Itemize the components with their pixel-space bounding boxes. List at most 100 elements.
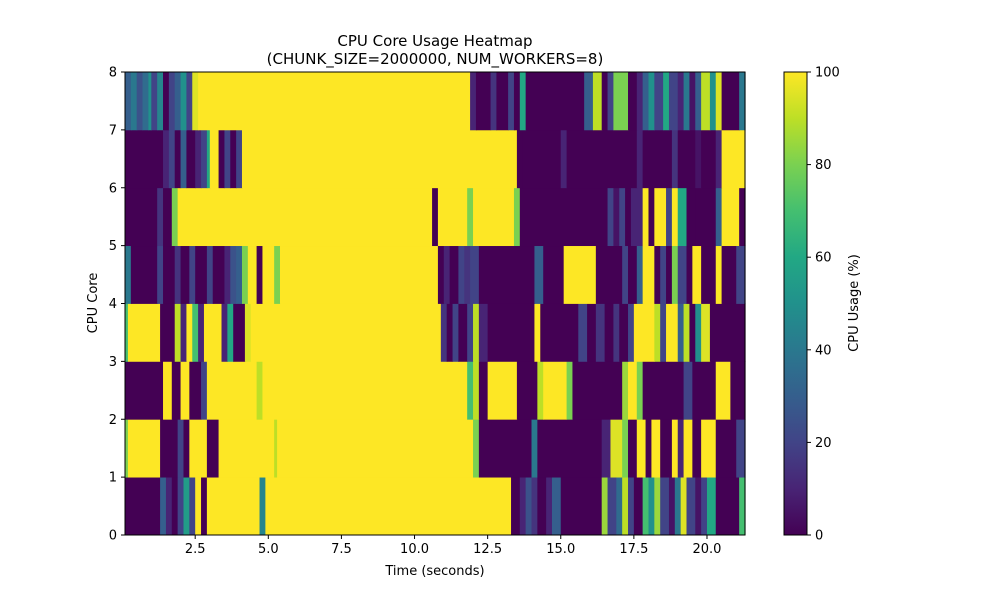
heatmap-cell-core-7 <box>130 72 138 131</box>
heatmap-cell-core-4 <box>470 245 480 304</box>
heatmap-cell-core-6 <box>218 129 226 189</box>
heatmap-cell-core-7 <box>715 72 723 131</box>
y-tick-label: 4 <box>109 297 117 312</box>
heatmap-cell-core-6 <box>715 129 723 189</box>
heatmap-cell-core-6 <box>516 129 524 189</box>
heatmap-cell-core-0 <box>642 477 650 536</box>
heatmap-cell-core-1 <box>671 419 679 478</box>
heatmap-cell-core-1 <box>473 419 480 478</box>
heatmap-cell-core-3 <box>198 303 205 362</box>
heatmap-cell-core-7 <box>151 72 158 131</box>
heatmap-cell-core-4 <box>636 245 644 304</box>
heatmap-cell-core-4 <box>622 245 629 304</box>
heatmap-cell-core-0 <box>171 477 179 536</box>
heatmap-cell-core-0 <box>706 477 717 536</box>
colorbar-label: CPU Usage (%) <box>847 254 862 352</box>
heatmap-cell-core-6 <box>721 129 746 189</box>
heatmap-cell-core-0 <box>560 477 603 536</box>
heatmap-cell-core-7 <box>125 72 132 131</box>
heatmap-cell-core-1 <box>201 419 208 478</box>
heatmap-cell-core-0 <box>633 477 644 536</box>
heatmap-cell-core-3 <box>221 303 228 362</box>
heatmap-cell-core-3 <box>467 303 474 362</box>
heatmap-cell-core-5 <box>513 187 521 247</box>
heatmap-cell-core-3 <box>578 303 588 362</box>
x-tick-label: 7.5 <box>331 542 352 557</box>
heatmap-cell-core-0 <box>189 477 196 536</box>
heatmap-cell-core-3 <box>695 303 702 362</box>
heatmap-cell-core-3 <box>160 303 176 362</box>
y-tick-label: 7 <box>109 123 117 138</box>
heatmap-cell-core-4 <box>212 245 226 304</box>
heatmap-cell-core-7 <box>525 72 585 131</box>
heatmap-cell-core-5 <box>437 187 468 247</box>
heatmap-cell-core-6 <box>125 129 164 189</box>
heatmap-cell-core-2 <box>206 361 258 420</box>
heatmap-cell-core-1 <box>274 419 278 478</box>
heatmap-cell-core-6 <box>241 129 512 189</box>
heatmap-cell-core-0 <box>160 477 167 536</box>
heatmap-cell-core-4 <box>189 245 196 304</box>
heatmap-cell-core-0 <box>546 477 553 536</box>
heatmap-cell-core-7 <box>192 72 199 131</box>
chart-subtitle: (CHUNK_SIZE=2000000, NUM_WORKERS=8) <box>267 50 604 69</box>
heatmap-cell-core-6 <box>180 129 188 189</box>
heatmap-cell-core-2 <box>683 361 693 420</box>
heatmap-cell-core-7 <box>496 72 509 131</box>
heatmap-cell-core-5 <box>695 187 717 247</box>
heatmap-cell-core-4 <box>206 245 214 304</box>
heatmap-cell-core-4 <box>443 245 451 304</box>
heatmap-cell-core-1 <box>277 419 474 478</box>
heatmap-cell-core-2 <box>715 361 731 420</box>
heatmap-cell-core-0 <box>195 477 202 536</box>
heatmap-cell-core-5 <box>648 187 655 247</box>
heatmap-cell-core-3 <box>613 303 620 362</box>
heatmap-cell-core-0 <box>551 477 562 536</box>
heatmap-cell-core-4 <box>701 245 717 304</box>
heatmap-cell-core-3 <box>192 303 199 362</box>
heatmap-cell-core-0 <box>695 477 702 536</box>
heatmap-cell-core-4 <box>236 245 243 304</box>
heatmap-cell-core-1 <box>683 419 693 478</box>
heatmap-cell-core-7 <box>654 72 664 131</box>
heatmap-cell-core-0 <box>206 477 261 536</box>
heatmap-cell-core-4 <box>247 245 258 304</box>
x-tick-label: 10.0 <box>400 542 429 557</box>
heatmap-cell-core-2 <box>537 361 544 420</box>
heatmap-cell-core-7 <box>648 72 655 131</box>
heatmap-cell-core-0 <box>265 477 512 536</box>
heatmap-cell-core-6 <box>677 129 696 189</box>
heatmap-cell-core-0 <box>183 477 190 536</box>
heatmap-cell-core-1 <box>645 419 653 478</box>
heatmap-cell-core-5 <box>432 187 439 247</box>
heatmap-cell-core-3 <box>186 303 193 362</box>
heatmap-cell-core-3 <box>452 303 459 362</box>
x-tick-label: 2.5 <box>185 542 206 557</box>
heatmap-cell-core-4 <box>478 245 536 304</box>
heatmap-cell-core-3 <box>127 303 161 362</box>
heatmap-cell-core-3 <box>683 303 691 362</box>
colorbar-tick-label: 80 <box>815 158 832 173</box>
heatmap-cell-core-4 <box>563 245 597 304</box>
heatmap-cell-core-1 <box>125 419 129 478</box>
heatmap-cell-core-6 <box>163 129 170 189</box>
heatmap-cell-core-7 <box>186 72 193 131</box>
heatmap-cell-core-6 <box>695 129 702 189</box>
heatmap-cell-core-3 <box>534 303 541 362</box>
heatmap-cell-core-3 <box>604 303 614 362</box>
heatmap-cell-core-2 <box>543 361 568 420</box>
heatmap-cell-core-0 <box>616 477 623 536</box>
x-tick-label: 5.0 <box>258 542 279 557</box>
heatmap-cell-core-3 <box>180 303 188 362</box>
heatmap-cell-core-4 <box>241 245 249 304</box>
heatmap-cell-core-5 <box>642 187 650 247</box>
heatmap-cell-core-3 <box>633 303 655 362</box>
heatmap-cell-core-4 <box>125 245 132 304</box>
heatmap-cell-core-0 <box>628 477 635 536</box>
heatmap-cell-core-5 <box>654 187 667 247</box>
colorbar-tick-label: 100 <box>815 66 840 81</box>
heatmap-cell-core-3 <box>654 303 661 362</box>
heatmap-cell-core-2 <box>201 361 208 420</box>
heatmap-cell-core-6 <box>642 129 673 189</box>
heatmap-cell-core-2 <box>189 361 202 420</box>
